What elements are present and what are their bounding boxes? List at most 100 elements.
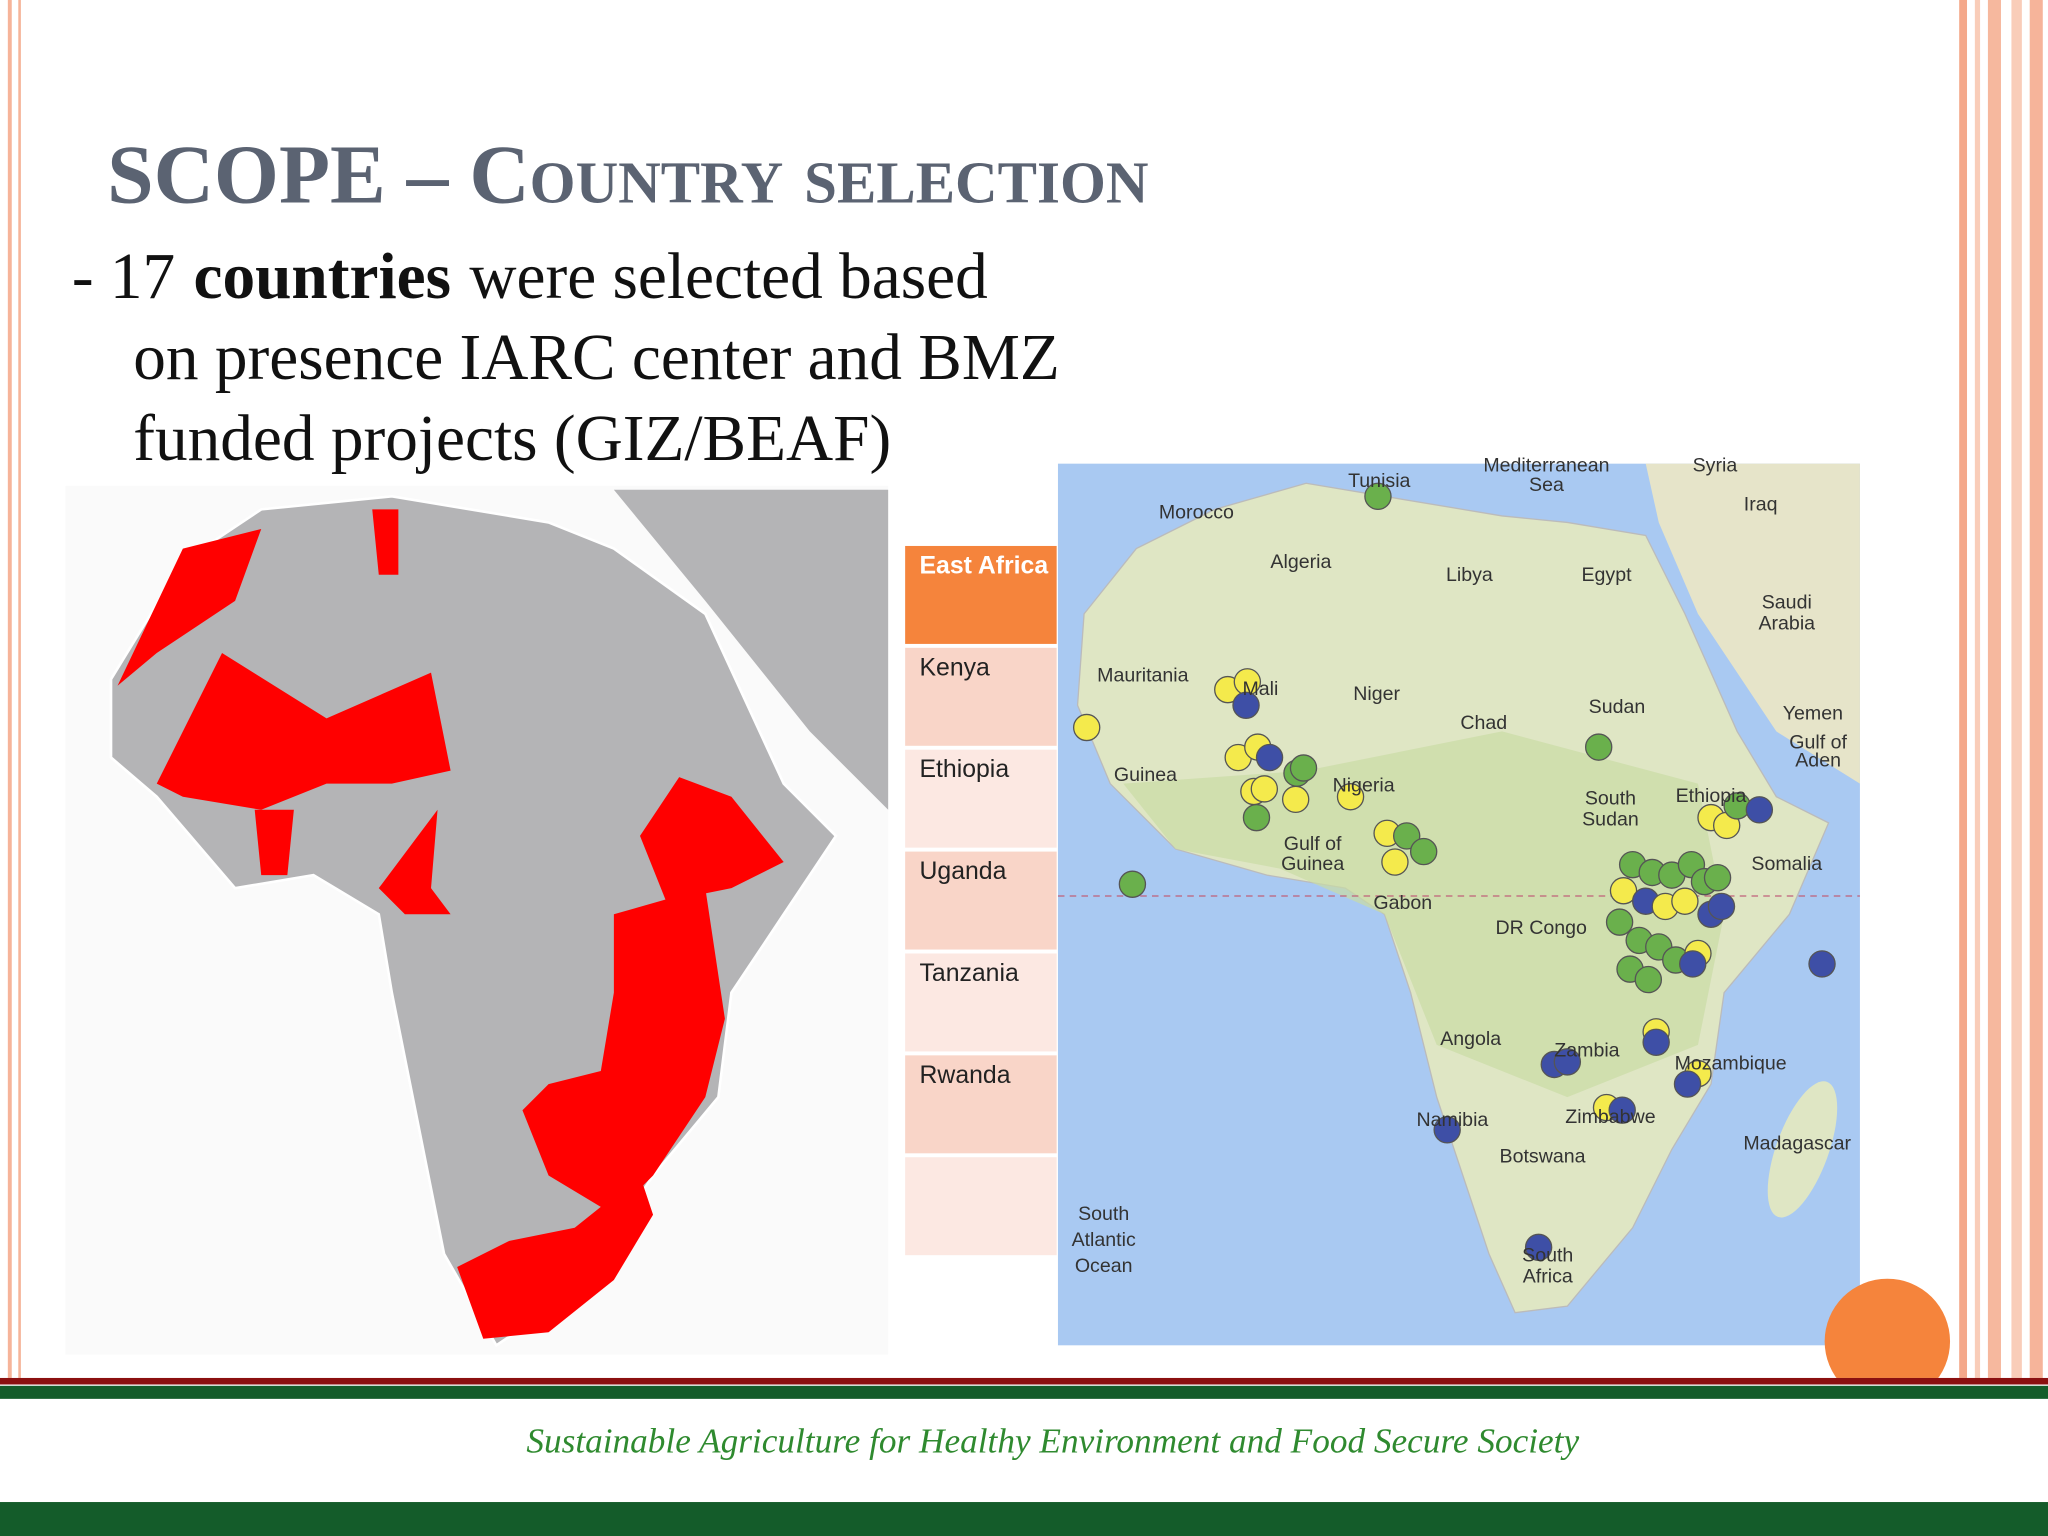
site-dot: [1409, 837, 1438, 866]
stripe: [1959, 0, 1968, 1385]
map-label: Botswana: [1500, 1145, 1586, 1167]
map-label: Guinea: [1281, 853, 1344, 875]
site-dot: [1336, 783, 1365, 811]
site-dot: [1609, 877, 1638, 905]
table: East Africa Kenya Ethiopia Uganda Tanzania R…: [905, 545, 1057, 1256]
site-dot: [1808, 950, 1836, 978]
map-label: South: [1078, 1203, 1129, 1225]
bullet-lead: - 17: [72, 241, 175, 313]
map-label: DR Congo: [1496, 917, 1588, 939]
site-dot: [1281, 785, 1310, 814]
map-label: Libya: [1446, 564, 1493, 586]
country: [117, 528, 262, 686]
footer-line: [0, 1385, 2048, 1399]
site-dot: [1642, 1028, 1670, 1056]
footer-bar: [0, 1502, 2048, 1536]
map-label: Angola: [1440, 1028, 1501, 1050]
bullet-line: funded projects (GIZ/BEAF): [133, 403, 891, 475]
site-dot: [1745, 796, 1774, 824]
site-dot: [1255, 743, 1284, 772]
site-dot: [1381, 848, 1409, 876]
map-label: Ethiopia: [1676, 785, 1747, 807]
footer-line: [0, 1377, 2048, 1385]
map-label: Somalia: [1751, 853, 1822, 875]
map-label: Chad: [1460, 712, 1507, 734]
highlight-map: [65, 485, 889, 1355]
site-dot: [1250, 775, 1279, 803]
map-label: South: [1522, 1245, 1573, 1267]
map-label: Sudan: [1582, 808, 1639, 830]
map-label: Yemen: [1783, 703, 1843, 725]
map-label: Aden: [1795, 750, 1841, 772]
site-dot: [1433, 1116, 1461, 1144]
site-dot: [1634, 965, 1663, 994]
stripe: [1974, 0, 1981, 1385]
site-dot: [1707, 892, 1736, 921]
table-cell: Ethiopia: [920, 756, 1010, 783]
bullet-line: on presence IARC center and BMZ: [133, 322, 1060, 394]
table-row: [905, 647, 1057, 746]
table-row: [905, 749, 1057, 848]
country: [372, 509, 399, 575]
site-dot: [1524, 1233, 1553, 1262]
map-label: Arabia: [1758, 612, 1815, 634]
map-label: Saudi: [1762, 592, 1812, 614]
site-dot: [1605, 908, 1634, 936]
map-label: Tunisia: [1348, 470, 1410, 492]
island: [1767, 1081, 1838, 1218]
table-cell: Kenya: [920, 654, 991, 681]
country: [156, 653, 451, 810]
site-dot: [1584, 733, 1613, 761]
land: [613, 489, 889, 810]
map-label: Atlantic: [1072, 1229, 1136, 1251]
site-dot: [1392, 822, 1421, 850]
table-row: [905, 851, 1057, 950]
country: [640, 777, 784, 902]
map-label: Syria: [1693, 454, 1738, 476]
site-dot: [1608, 1096, 1636, 1124]
site-dot: [1242, 803, 1271, 832]
country: [457, 1175, 654, 1339]
map-label: Mauritania: [1097, 665, 1189, 687]
map-label: Nigeria: [1333, 774, 1395, 796]
slide-title: SCOPE – Country selection: [107, 129, 1148, 221]
map-label: Sudan: [1589, 696, 1646, 718]
site-dot: [1118, 870, 1147, 898]
table-row: [905, 1055, 1057, 1154]
map-label: Guinea: [1114, 764, 1177, 786]
stripe: [1987, 0, 2001, 1385]
map-label: Egypt: [1581, 564, 1632, 586]
table-cell: Rwanda: [920, 1062, 1011, 1089]
bullet-rest: were selected based: [469, 241, 987, 313]
map-label: Niger: [1353, 683, 1400, 705]
country: [254, 809, 294, 876]
map-label: Mozambique: [1675, 1053, 1787, 1075]
site-dot: [1364, 482, 1392, 511]
map-label: Mali: [1242, 678, 1278, 700]
land: [1645, 463, 1860, 784]
map-label: Zambia: [1554, 1040, 1619, 1062]
stripe: [7, 0, 12, 1385]
vegetation: [1123, 731, 1725, 1098]
site-dot: [1553, 1048, 1582, 1076]
stripe: [2011, 0, 2022, 1385]
map-label: Algeria: [1270, 551, 1331, 573]
site-dot: [1671, 887, 1699, 915]
map-label: Sea: [1529, 474, 1564, 496]
site-dot: [1703, 864, 1732, 892]
bullet-line: - 17 countries were selected based: [72, 241, 988, 313]
country: [522, 888, 725, 1215]
table-header: [905, 545, 1057, 644]
map-label: Iraq: [1744, 494, 1778, 516]
map-label: Africa: [1523, 1266, 1573, 1288]
map-label: Gabon: [1373, 892, 1432, 914]
decor-circle: [1824, 1278, 1951, 1405]
site-dot: [1232, 691, 1260, 720]
footer-text: Sustainable Agriculture for Healthy Envi…: [526, 1421, 1579, 1460]
table-row: [905, 1157, 1057, 1256]
stripe: [2029, 0, 2043, 1385]
site-dot: [1679, 950, 1707, 978]
table-cell: Uganda: [920, 858, 1007, 885]
